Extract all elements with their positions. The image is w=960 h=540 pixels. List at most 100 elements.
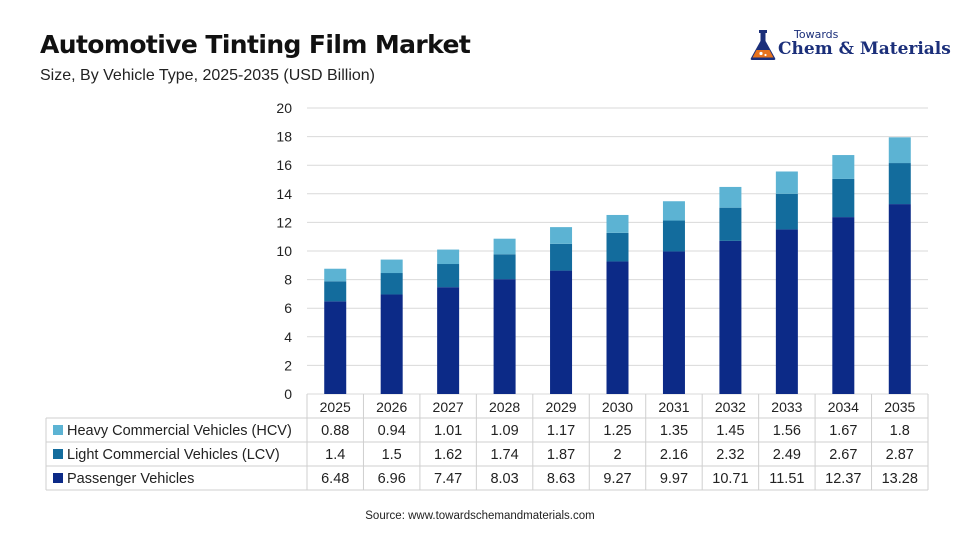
data-label-2028-series-0: 8.03 xyxy=(490,471,518,487)
legend-swatch-series-1 xyxy=(53,449,63,459)
data-label-2035-series-0: 13.28 xyxy=(882,471,918,487)
data-label-2025-series-0: 6.48 xyxy=(321,471,349,487)
y-tick-label-20: 20 xyxy=(276,100,292,116)
data-label-2027-series-2: 1.01 xyxy=(434,423,462,439)
bar-2028-series-1 xyxy=(493,254,516,280)
y-tick-label-16: 16 xyxy=(276,157,292,173)
data-label-2026-series-2: 0.94 xyxy=(378,423,406,439)
bar-2033-series-1 xyxy=(775,193,798,230)
y-tick-label-14: 14 xyxy=(276,186,292,202)
bar-2034-series-0 xyxy=(832,217,855,394)
data-label-2029-series-0: 8.63 xyxy=(547,471,575,487)
data-label-2027-series-1: 1.62 xyxy=(434,447,462,463)
x-tick-label-2026: 2026 xyxy=(376,399,407,415)
legend-label-series-1: Light Commercial Vehicles (LCV) xyxy=(67,447,280,463)
bar-2031-series-0 xyxy=(662,251,685,394)
bar-2035-series-2 xyxy=(888,137,911,164)
legend-label-series-2: Heavy Commercial Vehicles (HCV) xyxy=(67,423,292,439)
data-label-2026-series-1: 1.5 xyxy=(382,447,402,463)
bar-2026-series-1 xyxy=(380,273,403,295)
bar-2028-series-0 xyxy=(493,279,516,394)
x-tick-label-2029: 2029 xyxy=(545,399,576,415)
data-label-2034-series-2: 1.67 xyxy=(829,423,857,439)
bar-2035-series-0 xyxy=(888,204,911,394)
x-tick-label-2033: 2033 xyxy=(771,399,802,415)
x-tick-label-2031: 2031 xyxy=(658,399,689,415)
bar-2025-series-1 xyxy=(324,281,347,302)
x-tick-label-2028: 2028 xyxy=(489,399,520,415)
data-label-2033-series-1: 2.49 xyxy=(773,447,801,463)
bar-2031-series-2 xyxy=(662,201,685,221)
bar-2030-series-2 xyxy=(606,214,629,233)
bar-2030-series-1 xyxy=(606,232,629,262)
bar-2027-series-1 xyxy=(437,264,460,288)
data-label-2031-series-1: 2.16 xyxy=(660,447,688,463)
data-label-2027-series-0: 7.47 xyxy=(434,471,462,487)
chart-title: Automotive Tinting Film Market xyxy=(40,30,471,59)
data-label-2030-series-2: 1.25 xyxy=(603,423,631,439)
x-tick-label-2030: 2030 xyxy=(602,399,633,415)
data-label-2035-series-2: 1.8 xyxy=(890,423,910,439)
data-label-2029-series-1: 1.87 xyxy=(547,447,575,463)
bar-2029-series-0 xyxy=(550,270,573,394)
bar-2032-series-2 xyxy=(719,186,742,208)
y-tick-label-12: 12 xyxy=(276,214,292,230)
legend-swatch-series-2 xyxy=(53,425,63,435)
data-label-2032-series-1: 2.32 xyxy=(716,447,744,463)
bar-2034-series-2 xyxy=(832,155,855,179)
bar-2034-series-1 xyxy=(832,178,855,218)
bar-2033-series-2 xyxy=(775,171,798,194)
data-label-2026-series-0: 6.96 xyxy=(378,471,406,487)
bar-2030-series-0 xyxy=(606,261,629,394)
y-tick-label-10: 10 xyxy=(276,243,292,259)
bar-2025-series-2 xyxy=(324,268,347,282)
brand-logo: Towards Chem & Materials xyxy=(748,24,951,64)
logo-main-text: Chem & Materials xyxy=(778,39,951,59)
data-label-2025-series-1: 1.4 xyxy=(325,447,345,463)
data-label-2035-series-1: 2.87 xyxy=(886,447,914,463)
data-label-2031-series-0: 9.97 xyxy=(660,471,688,487)
bar-2029-series-2 xyxy=(550,227,573,244)
bar-2032-series-1 xyxy=(719,207,742,241)
data-label-2028-series-1: 1.74 xyxy=(490,447,518,463)
x-tick-label-2032: 2032 xyxy=(715,399,746,415)
data-label-2030-series-0: 9.27 xyxy=(603,471,631,487)
legend-swatch-series-0 xyxy=(53,473,63,483)
x-tick-label-2034: 2034 xyxy=(828,399,859,415)
bar-2027-series-0 xyxy=(437,287,460,394)
bar-2032-series-0 xyxy=(719,240,742,394)
bar-2026-series-2 xyxy=(380,259,403,274)
x-tick-label-2035: 2035 xyxy=(884,399,915,415)
y-tick-label-2: 2 xyxy=(284,357,292,373)
bar-2026-series-0 xyxy=(380,294,403,394)
data-label-2030-series-1: 2 xyxy=(613,447,621,463)
data-label-2031-series-2: 1.35 xyxy=(660,423,688,439)
bar-2025-series-0 xyxy=(324,301,347,394)
flask-icon xyxy=(750,30,776,60)
data-label-2032-series-2: 1.45 xyxy=(716,423,744,439)
x-tick-label-2025: 2025 xyxy=(320,399,351,415)
chart-subtitle: Size, By Vehicle Type, 2025-2035 (USD Bi… xyxy=(40,67,375,84)
data-label-2034-series-1: 2.67 xyxy=(829,447,857,463)
source-note: Source: www.towardschemandmaterials.com xyxy=(365,510,595,522)
x-tick-label-2027: 2027 xyxy=(433,399,464,415)
data-label-2033-series-2: 1.56 xyxy=(773,423,801,439)
data-label-2033-series-0: 11.51 xyxy=(769,471,804,487)
data-label-2028-series-2: 1.09 xyxy=(490,423,518,439)
data-label-2032-series-0: 10.71 xyxy=(712,471,748,487)
legend-label-series-0: Passenger Vehicles xyxy=(67,471,194,487)
data-label-2034-series-0: 12.37 xyxy=(825,471,861,487)
logo-towards-text: Towards xyxy=(794,28,839,41)
bar-2029-series-1 xyxy=(550,243,573,271)
bar-2035-series-1 xyxy=(888,163,911,205)
data-label-2025-series-2: 0.88 xyxy=(321,423,349,439)
bar-2028-series-2 xyxy=(493,238,516,255)
y-tick-label-0: 0 xyxy=(284,386,292,402)
bar-2033-series-0 xyxy=(775,229,798,394)
bar-2031-series-1 xyxy=(662,220,685,252)
data-label-2029-series-2: 1.17 xyxy=(547,423,575,439)
y-tick-label-4: 4 xyxy=(284,329,292,345)
y-tick-label-18: 18 xyxy=(276,129,292,145)
bar-2027-series-2 xyxy=(437,249,460,265)
y-tick-label-6: 6 xyxy=(284,300,292,316)
